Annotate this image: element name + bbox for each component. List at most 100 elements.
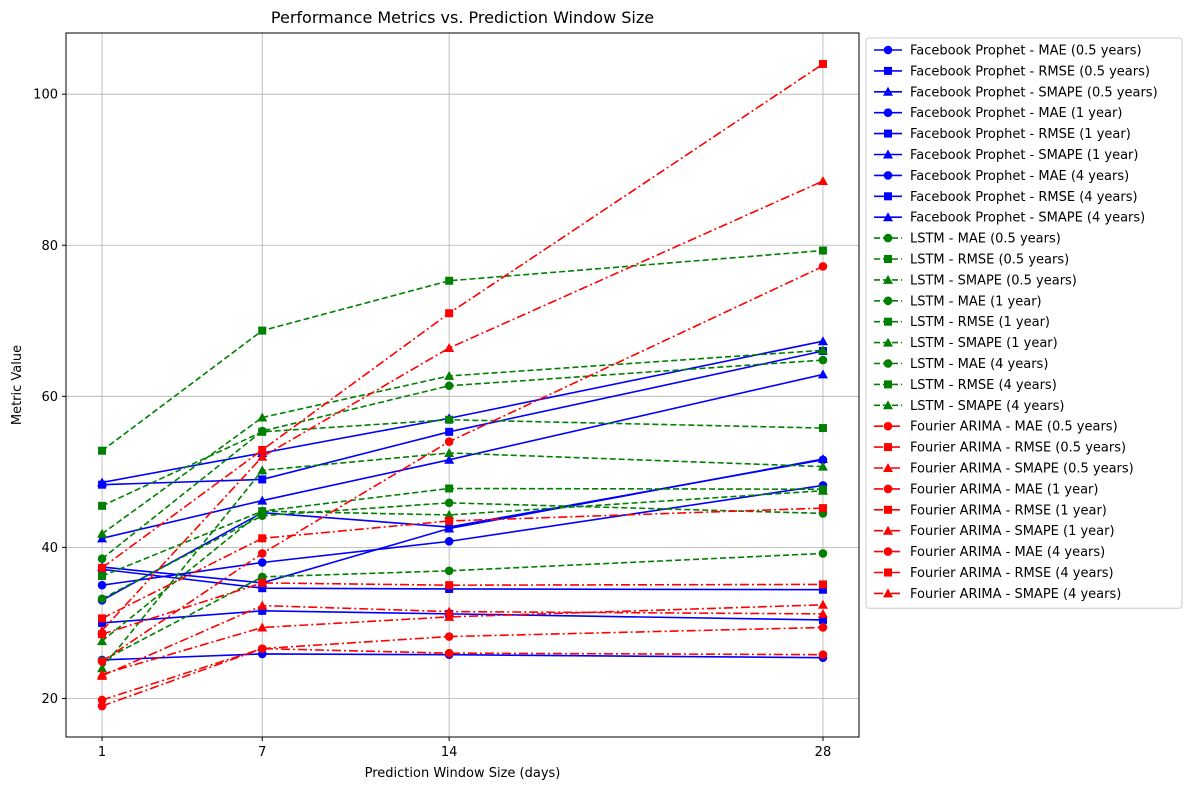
data-point [258, 507, 267, 516]
legend-marker [883, 233, 893, 243]
data-point [257, 465, 268, 475]
data-point [818, 650, 828, 659]
legend-entry: Facebook Prophet - RMSE (1 year) [874, 127, 1131, 142]
legend-entry: LSTM - RMSE (0.5 years) [874, 253, 1069, 268]
legend-label: Fourier ARIMA - SMAPE (0.5 years) [910, 462, 1134, 477]
legend-label: Fourier ARIMA - SMAPE (1 year) [910, 524, 1115, 539]
data-point [818, 485, 827, 494]
legend-marker [883, 108, 893, 117]
legend-entry: LSTM - RMSE (4 years) [874, 378, 1057, 393]
data-point [445, 581, 454, 590]
legend: Facebook Prophet - MAE (0.5 years) Facebo… [865, 37, 1183, 609]
data-point [97, 528, 108, 538]
y-tick-label: 60 [41, 390, 58, 405]
data-point [258, 475, 267, 484]
legend-label: Facebook Prophet - RMSE (0.5 years) [910, 64, 1150, 79]
legend-marker [883, 547, 893, 556]
legend-label: Facebook Prophet - SMAPE (4 years) [910, 211, 1145, 226]
legend-marker [883, 421, 893, 431]
data-point [97, 636, 108, 646]
data-point [98, 563, 107, 572]
data-point [817, 176, 828, 186]
legend-marker [883, 45, 893, 55]
series-line [101, 373, 824, 540]
data-point [97, 695, 107, 705]
series-line [101, 340, 824, 484]
series-13 [98, 415, 827, 510]
series-line [101, 349, 824, 535]
legend-label: Fourier ARIMA - RMSE (4 years) [910, 566, 1114, 581]
data-point [444, 632, 454, 641]
legend-marker [884, 568, 892, 577]
legend-entry: Fourier ARIMA - SMAPE (1 year) [874, 524, 1115, 539]
series-line [102, 350, 824, 486]
legend-marker [883, 525, 893, 535]
data-point [444, 611, 455, 621]
legend-marker [883, 149, 893, 159]
legend-marker [883, 400, 893, 410]
data-point [97, 554, 107, 564]
y-tick-label: 40 [41, 541, 58, 556]
legend-label: Facebook Prophet - SMAPE (0.5 years) [910, 85, 1158, 100]
legend-label: Facebook Prophet - MAE (1 year) [910, 106, 1122, 121]
legend-entry: Fourier ARIMA - MAE (4 years) [874, 545, 1105, 560]
data-point [445, 484, 454, 493]
data-point [257, 644, 267, 653]
legend-label: LSTM - RMSE (1 year) [910, 315, 1050, 330]
data-point [818, 615, 827, 624]
data-point [444, 498, 454, 508]
data-point [818, 59, 827, 68]
data-point [98, 614, 107, 623]
series-line [101, 359, 824, 560]
series-21 [97, 262, 828, 666]
data-point [817, 369, 828, 379]
data-point [444, 606, 455, 616]
legend-label: Facebook Prophet - SMAPE (1 year) [910, 148, 1138, 163]
data-point [818, 623, 828, 632]
data-point [817, 608, 828, 618]
legend-marker [884, 317, 892, 326]
series-line [101, 487, 823, 577]
legend-entry: Facebook Prophet - MAE (4 years) [874, 169, 1129, 184]
data-point [257, 600, 268, 610]
legend-entry: LSTM - MAE (4 years) [874, 357, 1048, 372]
legend-entry: Facebook Prophet - SMAPE (4 years) [874, 211, 1145, 226]
series-line [101, 63, 824, 569]
data-point [98, 618, 107, 627]
legend-entry: Fourier ARIMA - RMSE (0.5 years) [874, 441, 1126, 456]
series-line [101, 647, 823, 701]
series-16 [98, 484, 827, 581]
series-23 [97, 176, 828, 635]
data-point [97, 701, 107, 711]
legend-label: Facebook Prophet - MAE (0.5 years) [910, 44, 1142, 59]
legend-label: Fourier ARIMA - MAE (1 year) [910, 482, 1098, 497]
legend-label: Fourier ARIMA - RMSE (0.5 years) [910, 441, 1126, 456]
x-tick-label: 1 [98, 745, 106, 760]
legend-marker [883, 296, 893, 306]
legend-entry: Facebook Prophet - SMAPE (1 year) [874, 148, 1138, 163]
series-3 [97, 481, 828, 590]
series-line [101, 249, 824, 452]
series-26 [97, 599, 828, 679]
legend-entry: LSTM - MAE (1 year) [874, 294, 1042, 309]
data-point [258, 445, 267, 454]
legend-entry: Facebook Prophet - RMSE (4 years) [874, 190, 1138, 205]
legend-label: LSTM - RMSE (4 years) [910, 378, 1057, 393]
series-line [101, 265, 824, 663]
data-point [817, 345, 828, 355]
data-point [258, 427, 267, 436]
series-line [101, 582, 823, 636]
series-24 [97, 623, 828, 711]
legend-entry: Fourier ARIMA - RMSE (4 years) [874, 566, 1114, 581]
legend-label: LSTM - MAE (1 year) [910, 294, 1042, 309]
legend-entry: Fourier ARIMA - RMSE (1 year) [874, 503, 1107, 518]
data-point [258, 578, 267, 587]
legend-label: LSTM - MAE (4 years) [910, 357, 1048, 372]
series-line [101, 507, 823, 620]
data-point [444, 509, 455, 519]
legend-marker [884, 192, 892, 201]
series-line [101, 484, 824, 586]
data-point [257, 558, 267, 567]
series-line [101, 626, 823, 707]
